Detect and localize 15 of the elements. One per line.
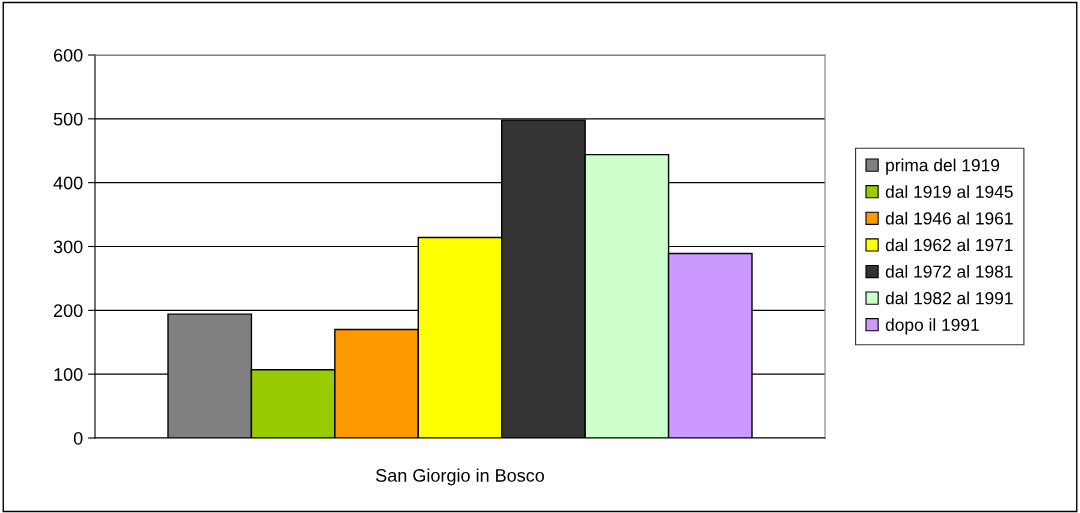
y-tick-label: 600 (53, 48, 83, 62)
y-tick-label: 0 (73, 431, 83, 445)
y-tick-label: 300 (53, 240, 83, 254)
legend-label: dopo il 1991 (885, 318, 979, 335)
legend-label: dal 1946 al 1961 (885, 211, 1013, 225)
legend-label: dal 1962 al 1971 (885, 238, 1013, 252)
x-tick-label: San Giorgio in Bosco (376, 468, 545, 486)
legend-label: dal 1982 al 1991 (885, 291, 1013, 305)
legend-label: prima del 1919 (886, 158, 1000, 175)
legend-label: dal 1919 al 1945 (885, 185, 1013, 198)
y-tick-label: 200 (53, 304, 83, 318)
legend-label: dal 1972 al 1981 (885, 265, 1013, 278)
y-tick-label: 500 (53, 112, 83, 126)
y-tick-label: 400 (53, 176, 83, 190)
y-tick-label: 100 (54, 368, 83, 381)
